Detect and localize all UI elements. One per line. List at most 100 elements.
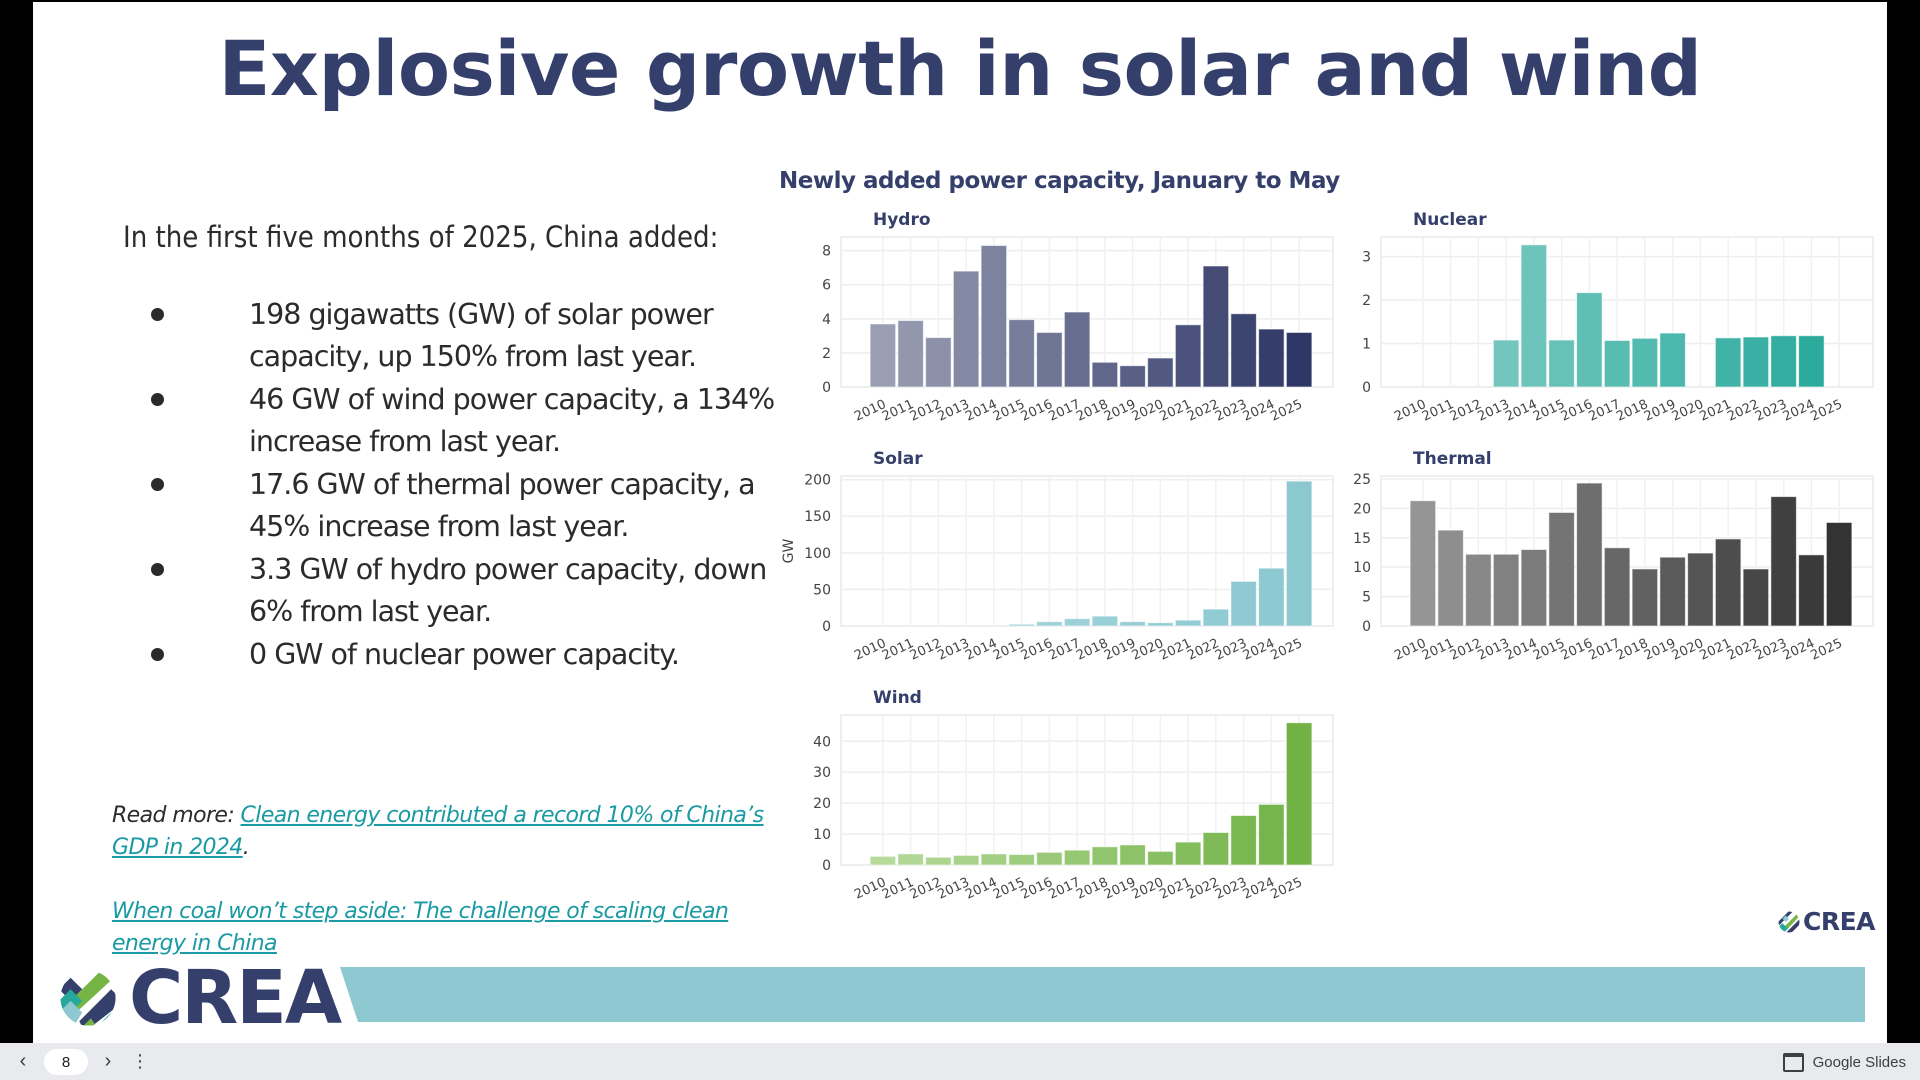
bullet-item: 3.3 GW of hydro power capacity, down 6% … [123,549,783,633]
y-tick-label: 8 [822,244,831,260]
y-tick-label: 15 [1353,531,1371,547]
bar-thermal-2022 [1742,568,1770,627]
bar-thermal-2015 [1548,511,1575,627]
google-slides-link[interactable]: Google Slides [1782,1053,1906,1072]
chevron-right-icon[interactable]: › [104,1049,112,1072]
hydro-chart: 0246820102011201220132014201520162017201… [822,236,1334,425]
bar-hydro-2024 [1258,328,1285,388]
x-tick-label: 2025 [1268,875,1304,903]
bar-nuclear-2014 [1520,244,1548,388]
bullet-item: 17.6 GW of thermal power capacity, a 45%… [123,464,783,548]
bar-wind-2024 [1258,803,1285,866]
x-tick-label: 2025 [1268,397,1304,425]
bullet-item: 0 GW of nuclear power capacity. [123,634,783,676]
bar-wind-2015 [1008,853,1035,866]
more-vert-icon[interactable]: ⋮ [131,1050,149,1071]
chart-panel-thermal: Thermal 0 5 10 15 20 25 2010 2011 2012 2013 2014 20… [1321,441,1887,676]
bullet-item: 46 GW of wind power capacity, a 134% inc… [123,379,783,463]
bullet-dot-icon [151,393,164,406]
link-coal-wont-step-aside[interactable]: When coal won’t step aside: The challeng… [112,899,729,956]
bar-thermal-2017 [1603,547,1631,627]
bar-wind-2016 [1036,851,1063,866]
crea-logo: CREA [59,955,342,1041]
bullet-text: 198 gigawatts (GW) of solar power capaci… [249,298,714,373]
read-more-label: Read more: [112,803,241,828]
bar-nuclear-2017 [1603,339,1631,388]
bar-thermal-2021 [1714,538,1742,627]
bar-nuclear-2021 [1714,337,1742,388]
bar-hydro-2014 [980,245,1008,388]
bullet-text: 3.3 GW of hydro power capacity, down 6% … [249,553,767,628]
bar-nuclear-2013 [1492,339,1520,388]
bar-nuclear-2015 [1548,339,1575,388]
crea-mark-icon [60,970,116,1026]
link-clean-energy-gdp[interactable]: Clean energy contributed a record 10% of… [112,803,764,860]
intro-text: In the first five months of 2025, China … [123,220,719,254]
chart-panel-wind: Wind 0 10 20 30 40 2010 2011 2012 2013 2014 2015 20… [781,680,1381,915]
bullet-dot-icon [151,563,164,576]
bar-hydro-2012 [925,337,952,388]
google-slides-label: Google Slides [1812,1054,1906,1071]
chart-title: Newly added power capacity, January to M… [779,168,1340,194]
y-tick-label: 20 [813,796,831,812]
bar-hydro-2011 [897,320,924,388]
y-tick-label: 5 [1362,590,1371,606]
bar-solar-2025 [1285,480,1313,627]
bar-thermal-2012 [1465,553,1492,627]
panel-title: Thermal [1413,449,1492,469]
y-tick-label: 30 [813,765,831,781]
bar-hydro-2022 [1202,265,1230,388]
x-tick-label: 2025 [1808,397,1844,425]
bar-nuclear-2023 [1770,335,1797,388]
bar-hydro-2017 [1063,311,1091,388]
crea-mark-icon [1778,911,1800,932]
bar-thermal-2023 [1770,496,1797,627]
y-tick-label: 10 [1353,560,1371,576]
bar-hydro-2023 [1230,313,1257,388]
bullet-text: 0 GW of nuclear power capacity. [249,638,680,671]
bar-wind-2010 [869,855,897,866]
slides-icon [1782,1053,1804,1072]
slides-toolbar: ‹ 8 › ⋮ Google Slides [0,1043,1920,1080]
y-tick-label: 4 [822,312,831,328]
chart-panel-solar: Solar 0 50 100 150 200 2010 2011 2012 2013 2014 20… [781,441,1381,676]
y-tick-label: 50 [813,582,831,598]
y-tick-label: 40 [813,734,831,750]
link-suffix: . [242,835,250,860]
y-tick-label: 1 [1362,337,1371,353]
bar-thermal-2018 [1631,568,1659,627]
bar-wind-2022 [1202,832,1230,866]
bar-wind-2020 [1147,850,1174,866]
panel-title: Nuclear [1413,210,1487,230]
y-tick-label: 0 [822,380,831,396]
bar-wind-2014 [980,853,1008,866]
bar-thermal-2014 [1520,549,1548,627]
bar-thermal-2013 [1492,553,1520,627]
y-tick-label: 100 [804,546,831,562]
bar-nuclear-2022 [1742,336,1770,388]
bullet-item: 198 gigawatts (GW) of solar power capaci… [123,294,783,378]
page-number-field[interactable]: 8 [44,1049,88,1075]
bar-solar-2017 [1063,618,1091,627]
panel-title: Wind [873,688,922,708]
panel-title: Solar [873,449,923,469]
thermal-chart: 0510152025201020112012201320142015201620… [1353,472,1874,664]
bar-thermal-2025 [1825,521,1853,627]
bullet-dot-icon [151,478,164,491]
bar-wind-2017 [1063,849,1091,866]
y-tick-label: 0 [1362,619,1371,635]
bar-nuclear-2018 [1631,337,1659,388]
read-more-section: Read more: Clean energy contributed a re… [112,800,792,960]
crea-logo-small-text: CREA [1803,907,1876,936]
bar-wind-2018 [1091,846,1119,866]
chart-panel-hydro: Hydro 0 2 4 6 8 2010 2011 2012 2013 2014 2015 2016 2… [781,202,1381,437]
bullet-dot-icon [151,308,164,321]
bar-thermal-2010 [1409,500,1437,627]
bar-solar-2021 [1174,619,1202,627]
bar-hydro-2015 [1008,319,1035,388]
bar-wind-2019 [1119,844,1146,866]
chevron-left-icon[interactable]: ‹ [19,1049,27,1072]
chart-panel-nuclear: Nuclear 0 1 2 3 2010 2011 2012 2013 2014 2015 2016… [1321,202,1887,437]
bar-hydro-2020 [1147,357,1174,388]
y-tick-label: 10 [813,827,831,843]
